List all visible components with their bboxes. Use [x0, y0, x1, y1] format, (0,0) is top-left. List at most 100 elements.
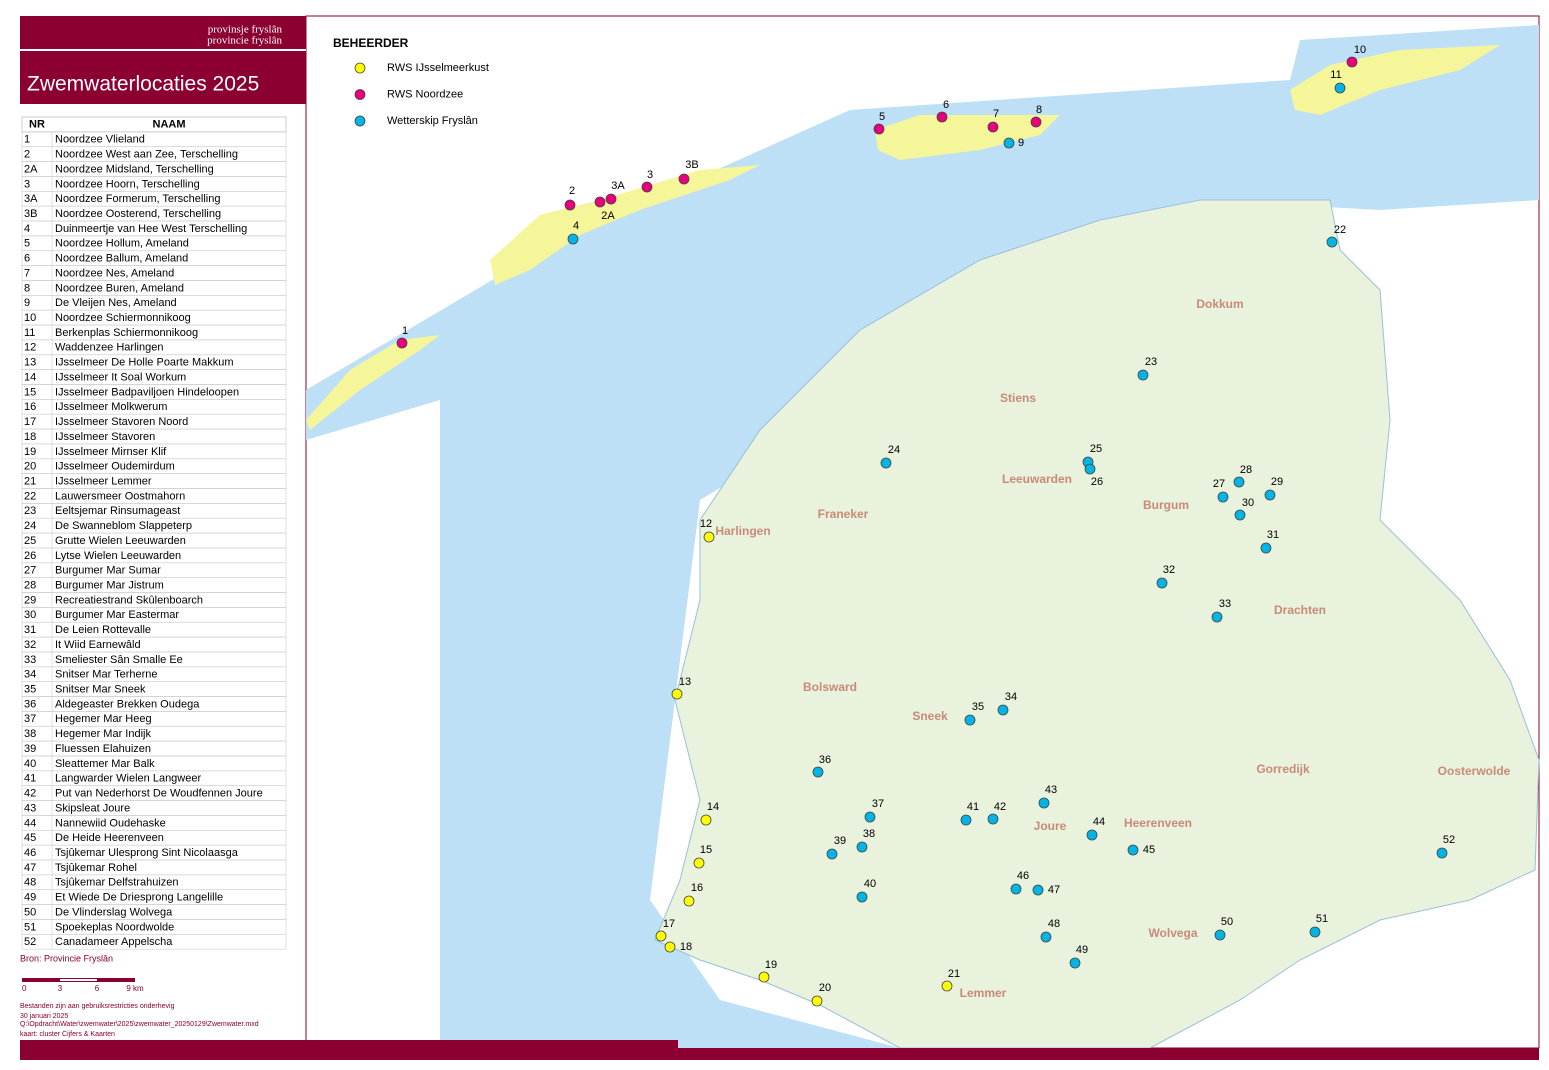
row-name: Lauwersmeer Oostmahorn	[55, 490, 185, 502]
location-marker	[1260, 542, 1272, 554]
row-name: Noordzee Hollum, Ameland	[55, 238, 189, 250]
row-name: De Leien Rottevalle	[55, 624, 151, 636]
row-name: Burgumer Mar Eastermar	[55, 609, 179, 621]
scale-label: 3	[58, 984, 63, 993]
location-marker	[683, 895, 695, 907]
location-marker	[1211, 611, 1223, 623]
row-nr: 7	[24, 267, 30, 279]
row-nr: 32	[24, 639, 36, 651]
row-nr: 30	[24, 609, 36, 621]
row-name: Burgumer Mar Sumar	[55, 565, 161, 577]
row-name: Noordzee Ballum, Ameland	[55, 253, 188, 265]
row-name: De Heide Heerenveen	[55, 832, 164, 844]
location-marker	[826, 848, 838, 860]
location-label: 11	[1330, 69, 1341, 81]
location-marker	[641, 181, 653, 193]
row-name: Noordzee West aan Zee, Terschelling	[55, 149, 238, 161]
row-name: Put van Nederhorst De Woudfennen Joure	[55, 788, 263, 800]
location-marker	[700, 814, 712, 826]
location-label: 1	[402, 325, 408, 337]
source: Bron: Provincie Fryslân	[20, 953, 113, 963]
location-label: 20	[819, 982, 831, 994]
location-label: 51	[1316, 913, 1328, 925]
location-label: 5	[879, 111, 885, 123]
island-vlieland	[306, 335, 440, 430]
location-label: 9	[1018, 137, 1024, 149]
location-marker	[1030, 116, 1042, 128]
location-marker	[1127, 844, 1139, 856]
location-marker	[1346, 56, 1358, 68]
table-row	[21, 933, 287, 950]
location-label: 45	[1143, 844, 1155, 856]
location-marker	[1234, 509, 1246, 521]
row-name: Noordzee Midsland, Terschelling	[55, 163, 214, 175]
scale-label: 6	[95, 984, 100, 993]
place-label: Heerenveen	[1124, 816, 1192, 830]
scale-bar	[60, 979, 97, 981]
note: 30 januari 2025	[20, 1013, 68, 1020]
location-label: 44	[1093, 816, 1105, 828]
location-label: 23	[1145, 356, 1157, 368]
row-nr: 47	[24, 862, 36, 874]
row-nr: 8	[24, 282, 30, 294]
legend-symbol	[354, 89, 366, 100]
location-label: 32	[1163, 564, 1175, 576]
row-nr: 44	[24, 817, 36, 829]
location-label: 28	[1240, 464, 1252, 476]
location-marker	[856, 841, 868, 853]
row-name: Skipsleat Joure	[55, 802, 130, 814]
location-label: 39	[834, 835, 846, 847]
row-name: De Swanneblom Slappeterp	[55, 520, 192, 532]
row-name: Snitser Mar Sneek	[55, 684, 146, 696]
place-label: Oosterwolde	[1438, 764, 1511, 778]
location-label: 52	[1443, 834, 1455, 846]
row-name: It Wiid Earnewâld	[55, 639, 141, 651]
location-marker	[1137, 369, 1149, 381]
place-label: Leeuwarden	[1002, 472, 1072, 486]
row-nr: 49	[24, 892, 36, 904]
place-label: Gorredijk	[1256, 762, 1310, 776]
row-nr: 13	[24, 357, 36, 369]
location-marker	[1264, 489, 1276, 501]
location-label: 21	[948, 968, 960, 980]
location-label: 16	[691, 882, 703, 894]
location-label: 24	[888, 444, 900, 456]
row-name: Noordzee Oosterend, Terschelling	[55, 208, 221, 220]
location-label: 30	[1242, 497, 1254, 509]
legend-title: BEHEERDER	[333, 36, 409, 50]
row-nr: 52	[24, 936, 36, 948]
row-nr: 2A	[24, 163, 38, 175]
location-marker	[1156, 577, 1168, 589]
place-label: Franeker	[818, 507, 869, 521]
location-label: 31	[1267, 529, 1279, 541]
row-name: Snitser Mar Terherne	[55, 669, 158, 681]
row-nr: 26	[24, 550, 36, 562]
location-label: 29	[1271, 476, 1283, 488]
location-marker	[693, 857, 705, 869]
location-marker	[564, 199, 576, 211]
row-nr: 39	[24, 743, 36, 755]
location-label: 43	[1045, 784, 1057, 796]
row-nr: 12	[24, 342, 36, 354]
row-name: Smeliester Sân Smalle Ee	[55, 654, 183, 666]
row-nr: 1	[24, 134, 30, 146]
location-marker	[1032, 884, 1044, 896]
location-marker	[1038, 797, 1050, 809]
location-marker	[812, 766, 824, 778]
row-name: Hegemer Mar Heeg	[55, 713, 152, 725]
location-marker	[678, 173, 690, 185]
location-marker	[1069, 957, 1081, 969]
row-nr: 3	[24, 178, 30, 190]
location-label: 48	[1048, 918, 1060, 930]
row-name: IJsselmeer It Soal Workum	[55, 371, 186, 383]
place-label: Dokkum	[1196, 297, 1243, 311]
row-nr: 5	[24, 238, 30, 250]
scale-label: 0	[22, 984, 27, 993]
row-name: Waddenzee Harlingen	[55, 342, 163, 354]
note: Bestanden zijn aan gebruiksrestricties o…	[20, 1003, 175, 1010]
row-name: Duinmeertje van Hee West Terschelling	[55, 223, 247, 235]
row-nr: 31	[24, 624, 36, 636]
location-label: 46	[1017, 870, 1029, 882]
row-nr: 48	[24, 877, 36, 889]
row-name: Noordzee Hoorn, Terschelling	[55, 178, 200, 190]
